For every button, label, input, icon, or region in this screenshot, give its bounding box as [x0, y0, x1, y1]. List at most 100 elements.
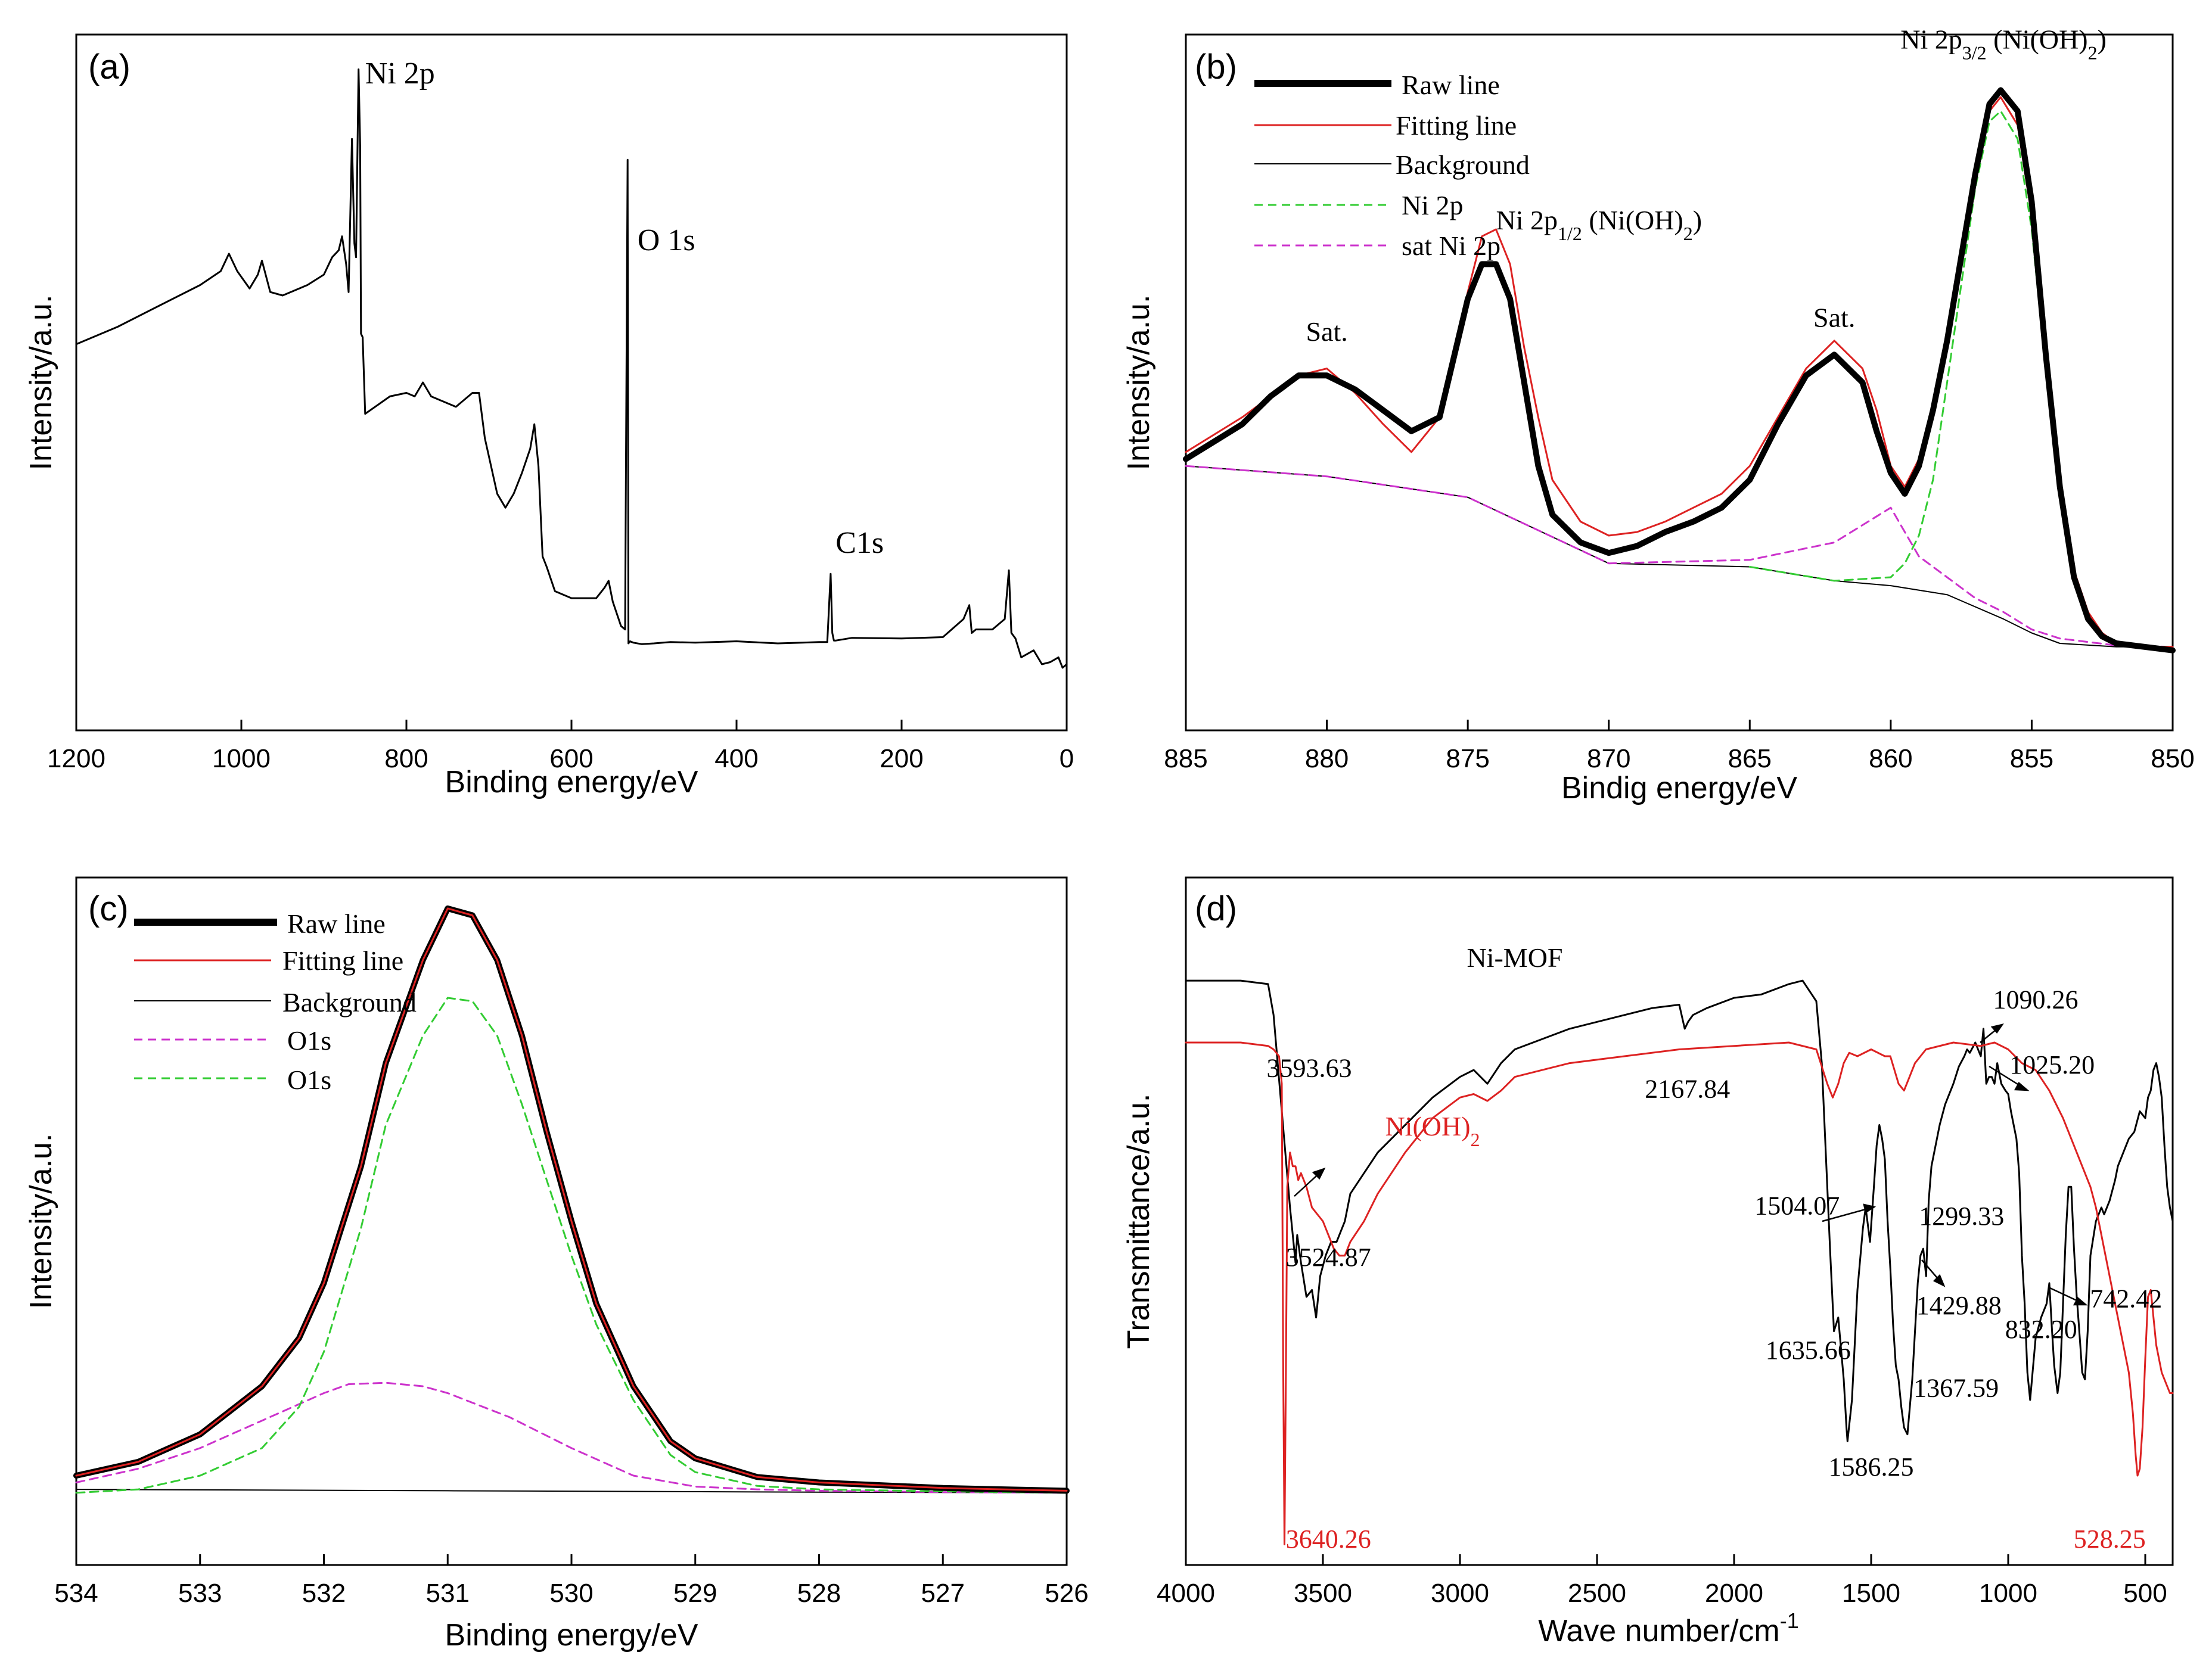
x-tick-label: 532 — [302, 1579, 346, 1608]
x-tick-label: 1500 — [1842, 1579, 1900, 1608]
x-tick-label: 528 — [797, 1579, 841, 1608]
series-line-sat-ni-2p-1 — [1185, 465, 2174, 648]
peak-label-1429: 1429.88 — [1916, 1291, 2002, 1320]
legend-label-fitting-line: Fitting line — [282, 945, 403, 976]
x-tick-label: 850 — [2151, 744, 2194, 773]
panel-d-y-axis-label: Transmittance/a.u. — [1121, 1094, 1156, 1349]
panel-a-label: (a) — [88, 48, 131, 86]
x-tick-label: 600 — [549, 744, 593, 773]
panel-b: (b) 885 880 875 870 865 860 855 850 Raw line Fi… — [1121, 24, 2195, 805]
x-tick-label: 531 — [426, 1579, 470, 1608]
series-line-raw-line-4 — [1183, 87, 2176, 654]
x-tick-label: 880 — [1305, 744, 1349, 773]
panel-d-annotations: Ni-MOF Ni(OH)2 3593.63 3524.87 3640.26 2… — [1267, 942, 2163, 1554]
panel-c-y-axis-label: Intensity/a.u. — [24, 1134, 58, 1309]
peak-label-1586: 1586.25 — [1829, 1452, 1914, 1482]
x-tick-label: 533 — [178, 1579, 222, 1608]
panel-c-x-axis-label: Binding energy/eV — [445, 1618, 698, 1653]
annotation-ni2p32: Ni 2p3/2 (Ni(OH)2) — [1900, 24, 2107, 63]
arrowhead-742 — [2073, 1297, 2088, 1306]
x-tick-label: 800 — [384, 744, 428, 773]
series-line-ni-oh-2-1 — [1185, 1041, 2174, 1545]
x-tick-label: 1000 — [212, 744, 271, 773]
x-tick-label: 2000 — [1705, 1579, 1763, 1608]
peak-label-832: 832.20 — [2005, 1315, 2077, 1344]
annotation-ni2p: Ni 2p — [365, 57, 435, 91]
panel-c-label: (c) — [88, 889, 129, 928]
legend-label-background: Background — [1396, 150, 1530, 180]
panel-b-legend: Raw line Fitting line Background Ni 2p s… — [1254, 70, 1530, 261]
panel-a-series — [75, 68, 1068, 669]
legend-label-raw-line: Raw line — [1402, 70, 1500, 100]
legend-label-raw-line: Raw line — [287, 908, 386, 939]
panel-a-x-ticks: 1200 1000 800 600 400 200 0 — [47, 720, 1074, 773]
series-line-fitting-line-4 — [75, 907, 1068, 1492]
x-tick-label: 865 — [1728, 744, 1772, 773]
peak-label-528: 528.25 — [2074, 1524, 2146, 1554]
arrowhead-1025 — [2014, 1082, 2030, 1091]
panel-d-x-ticks: 4000 3500 3000 2500 2000 1500 1000 500 — [1157, 1554, 2167, 1608]
annotation-c1s: C1s — [835, 526, 884, 560]
series-line-raw-line-3 — [73, 905, 1070, 1494]
panel-d-label: (d) — [1195, 889, 1237, 928]
legend-label-ni2p: Ni 2p — [1402, 190, 1464, 220]
legend-label-o1s-2: O1s — [287, 1065, 331, 1095]
series-line-ni-2p-2 — [1748, 110, 2174, 648]
legend-label-background: Background — [282, 987, 417, 1018]
peak-label-3524: 3524.87 — [1286, 1243, 1371, 1272]
x-tick-label: 885 — [1164, 744, 1207, 773]
x-tick-label: 500 — [2123, 1579, 2167, 1608]
annotation-sat-1: Sat. — [1306, 316, 1347, 347]
panel-b-y-axis-label: Intensity/a.u. — [1121, 295, 1156, 471]
x-tick-label: 0 — [1060, 744, 1074, 773]
peak-label-1635: 1635.66 — [1766, 1336, 1851, 1365]
x-tick-label: 400 — [714, 744, 758, 773]
x-tick-label: 4000 — [1157, 1579, 1215, 1608]
x-tick-label: 3500 — [1294, 1579, 1352, 1608]
annotation-ni-mof: Ni-MOF — [1467, 942, 1562, 973]
panel-a-x-axis-label: Binding energy/eV — [445, 765, 698, 799]
panel-b-frame — [1185, 33, 2174, 732]
legend-label-fitting-line: Fitting line — [1396, 110, 1517, 141]
peak-label-1504: 1504.07 — [1754, 1191, 1840, 1221]
x-tick-label: 200 — [880, 744, 923, 773]
x-tick-label: 855 — [2010, 744, 2053, 773]
panel-b-x-ticks: 885 880 875 870 865 860 855 850 — [1164, 720, 2195, 773]
x-tick-label: 1000 — [1979, 1579, 2037, 1608]
panel-b-series — [1183, 87, 2176, 654]
peak-label-742: 742.42 — [2090, 1284, 2162, 1313]
panel-d-frame — [1185, 876, 2174, 1566]
x-tick-label: 529 — [673, 1579, 717, 1608]
annotation-sat-2: Sat. — [1813, 303, 1855, 333]
x-tick-label: 530 — [549, 1579, 593, 1608]
panel-a-frame — [75, 33, 1068, 732]
panel-a: (a) 1200 1000 800 600 400 200 0 Ni 2p O 1s C1s… — [24, 33, 1074, 799]
x-tick-label: 527 — [921, 1579, 965, 1608]
x-tick-label: 860 — [1869, 744, 1912, 773]
arrowhead-3593 — [1312, 1167, 1326, 1180]
peak-label-1025: 1025.20 — [2009, 1050, 2095, 1079]
legend-label-sat-ni2p: sat Ni 2p — [1402, 231, 1500, 261]
x-tick-label: 526 — [1045, 1579, 1088, 1608]
x-tick-label: 3000 — [1431, 1579, 1489, 1608]
panel-d-arrows — [1294, 1023, 2088, 1306]
panel-b-label: (b) — [1195, 48, 1237, 86]
annotation-ni-oh2: Ni(OH)2 — [1385, 1111, 1480, 1150]
legend-label-o1s-1: O1s — [287, 1025, 331, 1056]
peak-label-1367: 1367.59 — [1913, 1373, 1999, 1402]
panel-b-x-axis-label: Bindig energy/eV — [1561, 771, 1797, 805]
peak-label-1299: 1299.33 — [1919, 1202, 2004, 1231]
series-line-o1s-1 — [75, 1381, 1068, 1494]
x-tick-label: 870 — [1587, 744, 1630, 773]
series-line-background-0 — [1185, 465, 2173, 648]
panel-c-x-ticks: 534 533 532 531 530 529 528 527 526 — [54, 1554, 1089, 1608]
panel-d: (d) 4000 3500 3000 2500 2000 1500 1000 500 Ni-M… — [1121, 876, 2174, 1648]
panel-d-x-axis-label: Wave number/cm-1 — [1538, 1608, 1799, 1648]
panel-c-series — [73, 905, 1070, 1494]
panel-a-annotations: Ni 2p O 1s C1s — [365, 57, 884, 560]
peak-label-1090: 1090.26 — [1993, 985, 2079, 1014]
arrowhead-1090 — [1990, 1023, 2004, 1034]
annotation-o1s: O 1s — [638, 223, 695, 257]
peak-label-2167: 2167.84 — [1645, 1074, 1730, 1103]
